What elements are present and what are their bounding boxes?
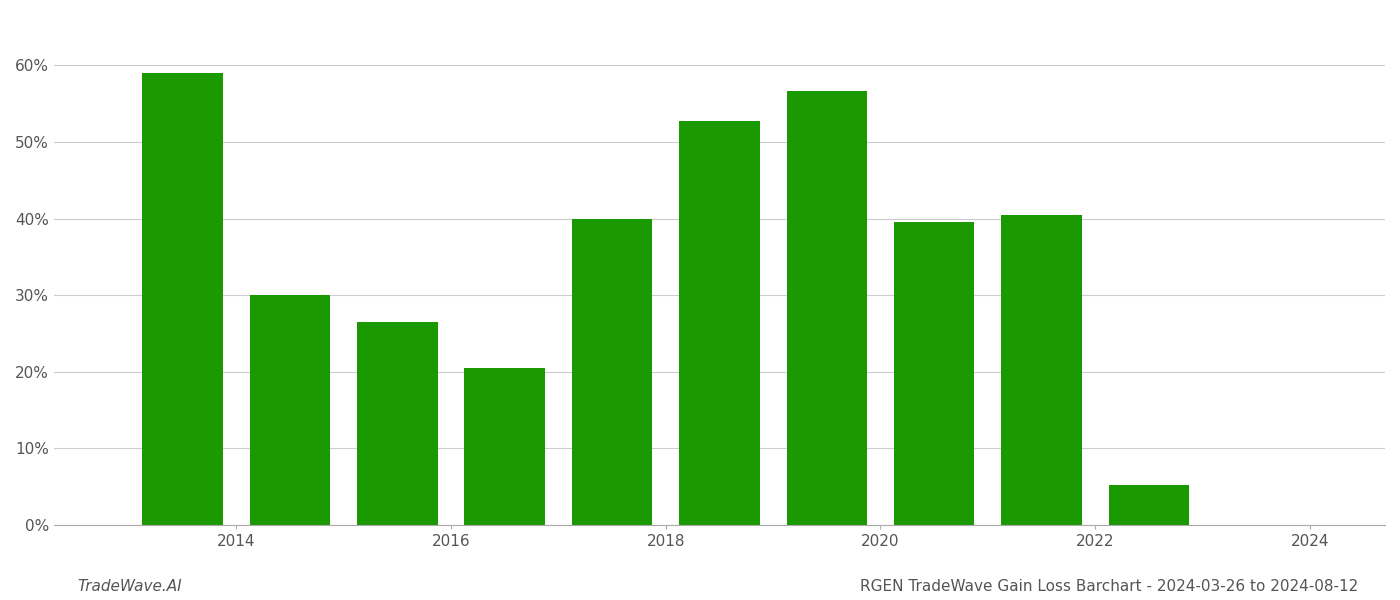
Bar <box>679 121 760 525</box>
Bar <box>787 91 867 525</box>
Text: RGEN TradeWave Gain Loss Barchart - 2024-03-26 to 2024-08-12: RGEN TradeWave Gain Loss Barchart - 2024… <box>860 579 1358 594</box>
Bar <box>249 295 330 525</box>
Bar <box>1001 215 1082 525</box>
Bar <box>1109 485 1189 525</box>
Text: TradeWave.AI: TradeWave.AI <box>77 579 182 594</box>
Bar <box>465 368 545 525</box>
Bar <box>357 322 438 525</box>
Bar <box>893 223 974 525</box>
Bar <box>143 73 223 525</box>
Bar <box>571 218 652 525</box>
